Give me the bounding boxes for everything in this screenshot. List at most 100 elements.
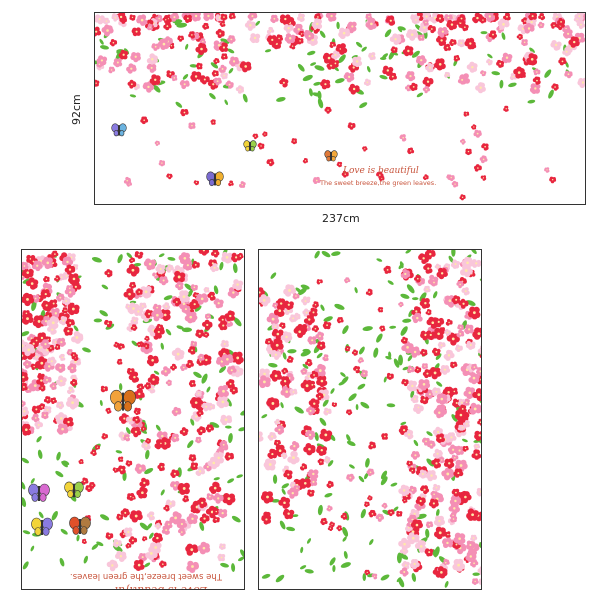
blossom: [151, 43, 160, 51]
blossom: [450, 361, 458, 369]
leaf: [389, 325, 397, 329]
blossom: [456, 329, 465, 338]
blossom: [442, 537, 453, 548]
leaf: [302, 363, 309, 369]
leaf: [30, 545, 35, 552]
small-flower: [136, 341, 142, 348]
blossom: [363, 78, 371, 86]
blossom: [460, 263, 473, 278]
blossom: [170, 469, 180, 478]
blossom: [101, 24, 114, 37]
blossom: [247, 13, 258, 21]
blossom: [31, 260, 43, 272]
blossom: [283, 284, 297, 297]
blossom: [516, 33, 523, 40]
small-flower: [357, 357, 364, 364]
blossom: [550, 22, 558, 29]
leaf: [236, 474, 243, 479]
blossom: [263, 458, 277, 471]
blossom: [213, 298, 224, 309]
leaf: [279, 520, 286, 530]
leaf: [432, 549, 437, 558]
blossom: [306, 406, 315, 416]
blossom: [314, 13, 322, 21]
leaf: [340, 562, 351, 568]
leaf: [22, 530, 31, 535]
blossom: [558, 57, 567, 66]
blossom: [406, 460, 413, 467]
blossom: [259, 287, 265, 298]
small-flower: [383, 265, 392, 274]
butterfly-icon: [110, 389, 136, 412]
blossom: [457, 14, 466, 23]
blossom: [435, 14, 445, 23]
blossom: [146, 63, 157, 73]
blossom: [22, 406, 30, 417]
blossom: [226, 365, 237, 375]
leaf: [355, 404, 359, 411]
blossom: [329, 41, 336, 48]
blossom: [533, 68, 541, 76]
blossom: [261, 514, 272, 525]
blossom: [405, 71, 416, 82]
blossom: [347, 21, 357, 32]
leaf: [379, 57, 387, 60]
leaf: [268, 362, 278, 368]
blossom: [411, 312, 423, 324]
blossom: [237, 252, 244, 260]
blossom: [22, 382, 28, 391]
falling-petal: [239, 181, 246, 188]
leaf: [287, 349, 297, 354]
blossom: [439, 365, 451, 375]
blossom: [188, 31, 195, 39]
falling-petal: [252, 133, 259, 140]
leaf: [275, 574, 285, 583]
blossom: [311, 18, 323, 30]
leaf: [310, 62, 317, 66]
blossom: [201, 402, 211, 412]
blossom: [220, 414, 233, 426]
blossom: [239, 61, 252, 73]
falling-petal: [474, 164, 482, 172]
blossom: [123, 527, 133, 537]
leaf: [158, 253, 165, 258]
blossom: [160, 366, 171, 377]
blossom: [474, 430, 481, 441]
blossom: [573, 16, 581, 23]
blossom: [281, 367, 289, 375]
leaf: [231, 563, 236, 572]
blossom: [473, 443, 481, 450]
blossom: [173, 270, 186, 283]
leaf: [416, 92, 424, 98]
leaf: [380, 470, 388, 480]
small-flower: [331, 402, 337, 408]
small-flower: [142, 536, 148, 542]
blossom: [457, 324, 464, 331]
leaf: [396, 552, 402, 564]
blossom: [64, 264, 76, 275]
blossom: [463, 420, 470, 428]
small-flower: [94, 444, 100, 450]
blossom: [287, 450, 300, 465]
blossom: [171, 347, 185, 361]
leaf: [220, 562, 229, 568]
blossom: [61, 307, 68, 314]
leaf: [276, 96, 286, 102]
leaf: [240, 409, 244, 416]
leaf: [332, 565, 336, 573]
leaf: [194, 305, 202, 312]
blossom: [365, 17, 377, 30]
blossom: [212, 508, 220, 515]
leaf: [360, 508, 366, 519]
leaf: [125, 427, 131, 435]
blossom: [311, 325, 319, 333]
leaf: [320, 304, 325, 311]
leaf: [139, 522, 149, 531]
leaf: [373, 347, 379, 358]
leaf: [206, 386, 211, 393]
blossom: [205, 424, 214, 433]
blossom: [446, 19, 458, 31]
blossom: [113, 58, 123, 68]
blossom: [22, 359, 32, 369]
blossom: [305, 358, 313, 367]
